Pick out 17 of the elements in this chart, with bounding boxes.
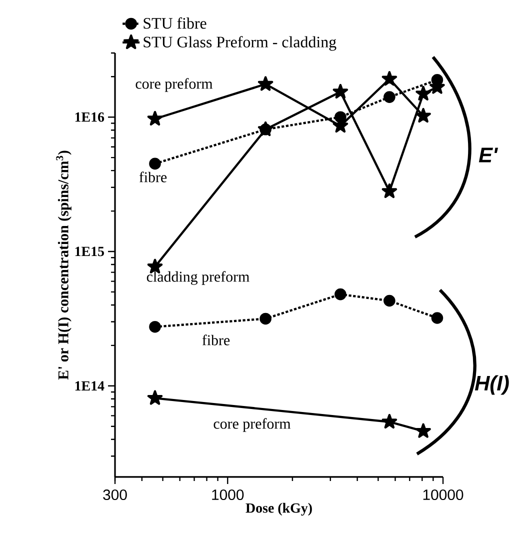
legend-label: STU fibre: [144, 17, 206, 29]
annotation: core preform: [214, 418, 291, 432]
y-axis-title: E' or H(I) concentration (spins/cm$^{3}$): [56, 150, 72, 380]
x-tick-label: 1000: [212, 489, 244, 500]
text: H(I): [474, 375, 509, 395]
y-tick-label: 1E14: [75, 381, 104, 390]
y-tick-label: 1E16: [75, 112, 104, 122]
annotation: fibre: [139, 172, 167, 182]
x-tick-label: 10000: [423, 489, 464, 500]
x-tick-label: 300: [103, 489, 127, 500]
x-axis-title: Dose (kGy): [246, 502, 312, 516]
annotation: fibre: [202, 334, 230, 346]
annotation: cladding preform: [146, 271, 250, 285]
annotation: core preform: [136, 78, 213, 92]
text: E': [478, 148, 498, 162]
legend-label: STU Glass Preform - cladding: [144, 36, 336, 51]
y-tick-label: 1E15: [75, 246, 104, 256]
